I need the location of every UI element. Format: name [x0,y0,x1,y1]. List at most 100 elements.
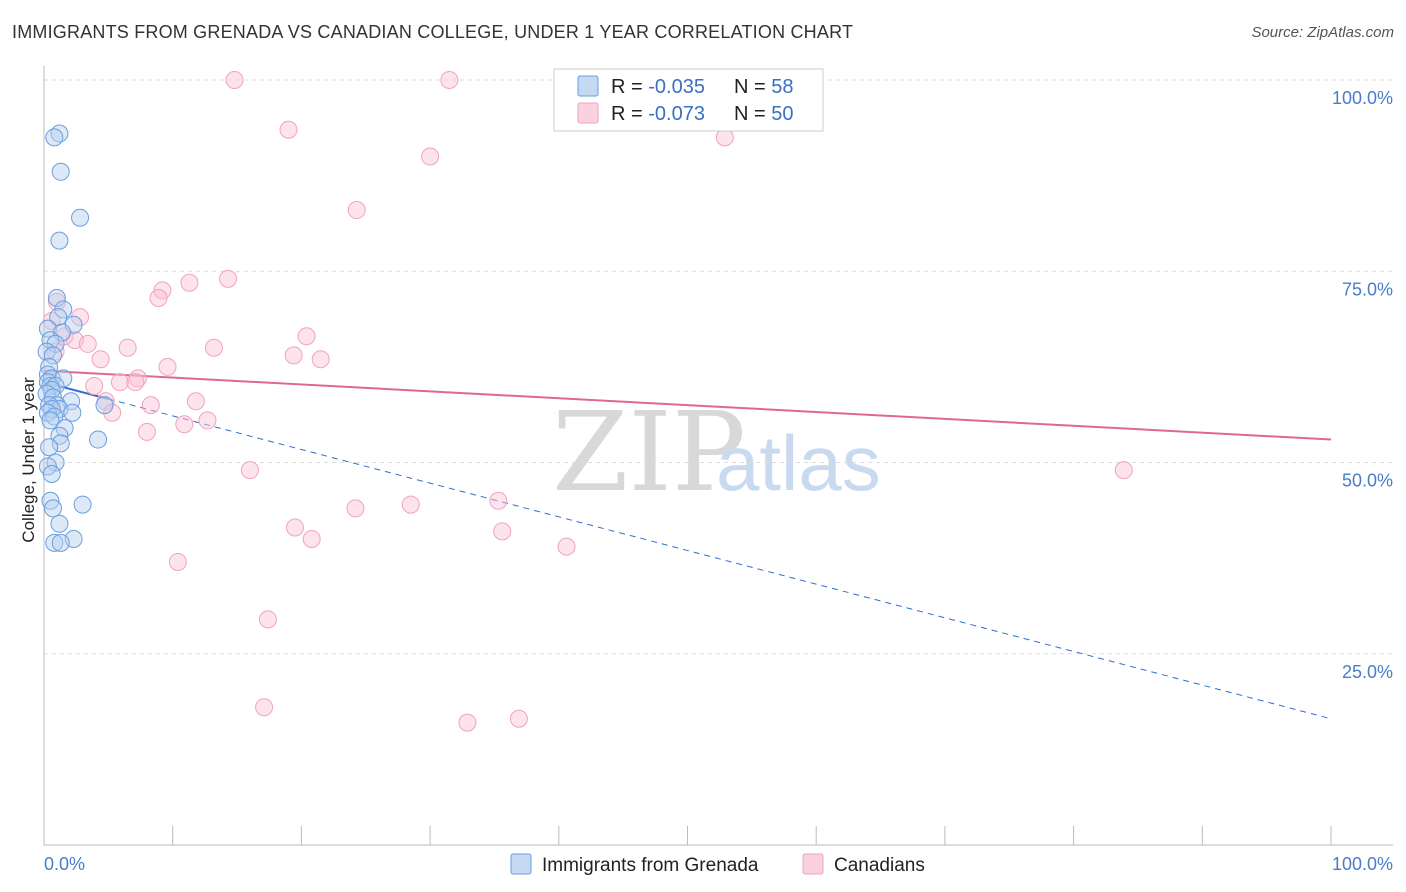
canadians-points [42,71,1133,732]
canadians-point [557,537,576,556]
canadians-trend [43,369,1332,441]
canadians-point [258,610,277,629]
x-tick-label-max: 100.0% [1332,854,1393,874]
grenada-point [50,231,69,250]
legend-n-value-1: 58 [771,76,793,98]
y-tick-label-2: 50.0% [1342,471,1393,491]
stats-legend: R = -0.035 N = 58 R = -0.073 N = 50 [553,68,824,132]
grenada-point [46,334,65,353]
canadians-point [168,552,187,571]
canadians-point [219,269,238,288]
canadians-point [110,373,129,392]
grenada-point [44,346,63,365]
bottom-legend-label-grenada: Immigrants from Grenada [542,855,759,876]
legend-swatch-grenada [577,75,599,97]
canadians-point [297,327,316,346]
legend-r-label-2: R = [611,103,648,125]
legend-r-value-1: -0.035 [648,76,705,98]
canadians-point [440,71,459,89]
grenada-point [95,396,114,415]
grenada-point [73,495,92,514]
canadians-point [255,698,274,717]
series-legend: Immigrants from Grenada Canadians [510,853,925,876]
grenada-point [40,438,59,457]
legend-n-value-2: 50 [771,103,793,125]
svg-text:N = 50: N = 50 [734,103,794,125]
legend-n-label-2: N = [734,103,771,125]
grenada-point [50,426,69,445]
grenada-point [63,403,82,422]
grenada-point [89,430,108,449]
canadians-point [489,491,508,510]
canadians-point [509,709,528,728]
grenada-point [44,499,63,518]
grenada-point [42,464,61,483]
canadians-point [458,713,477,732]
canadians-point [158,357,177,376]
y-tick-label-0: 100.0% [1332,88,1393,108]
canadians-point [285,518,304,537]
canadians-point [91,350,110,369]
y-axis-title: College, Under 1 year [19,377,38,543]
grenada-trend-dashed [108,398,1332,720]
legend-n-label-1: N = [734,76,771,98]
trend-lines [43,369,1332,720]
canadians-point [225,71,244,89]
legend-r-value-2: -0.073 [648,103,705,125]
grenada-point [47,289,66,308]
y-tick-label-1: 75.0% [1342,279,1393,299]
grenada-point [41,411,60,430]
canadians-point [149,289,168,308]
grenada-point [38,319,57,338]
svg-text:N = 58: N = 58 [734,76,794,98]
canadians-point [198,411,217,430]
bottom-legend-swatch-grenada [510,853,532,875]
canadians-point [78,334,97,353]
canadians-point [493,522,512,541]
grenada-point [49,308,68,327]
grenada-point [45,128,64,147]
source-credit: Source: ZipAtlas.com [1251,24,1394,41]
canadians-point [71,308,90,327]
legend-r-label-1: R = [611,76,648,98]
canadians-point [118,338,137,357]
canadians-point [204,338,223,357]
canadians-point [284,346,303,365]
grenada-point [71,208,90,227]
x-tick-label-min: 0.0% [44,854,85,874]
grenada-point [51,533,70,552]
canadians-point [85,377,104,395]
y-tick-label-3: 25.0% [1342,662,1393,682]
legend-swatch-canadians [577,102,599,124]
axes [43,66,1393,846]
grenada-point [50,514,69,533]
canadians-point [175,415,194,434]
canadians-point [186,392,205,411]
canadians-point [346,499,365,518]
canadians-point [421,147,440,166]
canadians-point [347,201,366,220]
canadians-point [1114,461,1133,480]
canadians-point [240,461,259,480]
grid-lines [44,79,1393,655]
grenada-trend-solid [43,381,109,400]
canadians-point [302,530,321,548]
grenada-point [51,434,70,453]
y-tick-labels: 100.0% 75.0% 50.0% 25.0% [1332,88,1393,682]
canadians-point [311,350,330,369]
canadians-point [126,373,145,392]
canadians-point [141,396,160,415]
canadians-point [401,495,420,514]
bottom-legend-label-canadians: Canadians [834,855,925,876]
canadians-point [137,422,156,441]
grenada-point [40,357,59,376]
bottom-legend-swatch-canadians [802,853,824,875]
svg-text:R = -0.035: R = -0.035 [611,76,705,98]
grenada-points [37,124,114,552]
canadians-point [180,273,199,292]
chart-title: IMMIGRANTS FROM GRENADA VS CANADIAN COLL… [12,22,854,42]
grenada-point [45,533,64,552]
grenada-point [51,162,70,181]
canadians-point [103,403,122,422]
